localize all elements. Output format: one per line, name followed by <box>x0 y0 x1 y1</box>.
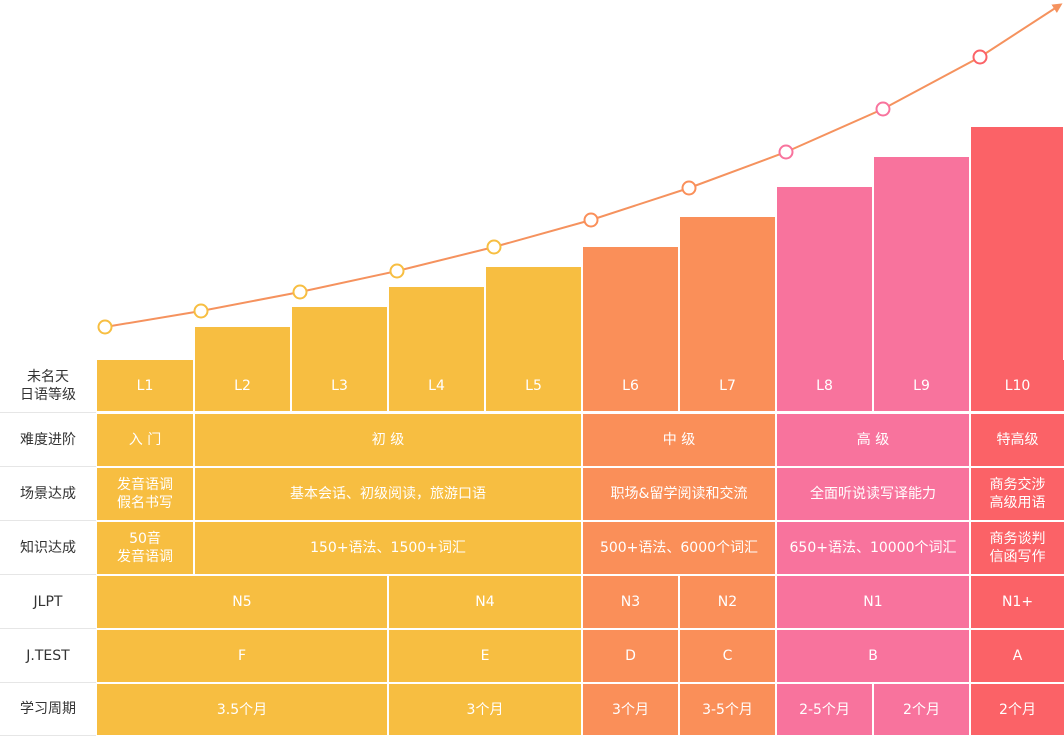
table-cell: B <box>777 630 969 682</box>
table-cell: C <box>680 630 775 682</box>
row-label: 学习周期 <box>0 683 96 736</box>
table-cell: 3个月 <box>389 684 581 735</box>
curve-point-l10 <box>972 49 988 65</box>
table-cell: 50音 发音语调 <box>97 522 193 574</box>
table-cell: 500+语法、6000个词汇 <box>583 522 775 574</box>
level-cell: L6 <box>583 360 678 411</box>
table-cell: 入 门 <box>97 414 193 466</box>
level-cell: L2 <box>195 360 290 411</box>
level-bar-l3 <box>292 307 387 360</box>
table-cell: E <box>389 630 581 682</box>
level-bar-l8 <box>777 187 872 360</box>
table-cell: 特高级 <box>971 414 1064 466</box>
table-cell: 3个月 <box>583 684 678 735</box>
table-cell: N3 <box>583 576 678 628</box>
table-cell: 150+语法、1500+词汇 <box>195 522 581 574</box>
row-label: 难度进阶 <box>0 413 96 467</box>
level-bar-l4 <box>389 287 484 360</box>
level-cell: L5 <box>486 360 581 411</box>
table-cell: 3-5个月 <box>680 684 775 735</box>
table-cell: N5 <box>97 576 387 628</box>
curve-point-l6 <box>583 212 599 228</box>
table-cell: F <box>97 630 387 682</box>
level-cell: L7 <box>680 360 775 411</box>
level-bar-l2 <box>195 327 290 360</box>
table-cell: 商务交涉 高级用语 <box>971 468 1064 520</box>
curve-point-l1 <box>97 319 113 335</box>
row-label: 场景达成 <box>0 467 96 521</box>
table-cell: 2-5个月 <box>777 684 872 735</box>
table-cell: N1 <box>777 576 969 628</box>
row-label: 未名天 日语等级 <box>0 360 96 413</box>
table-cell: 2个月 <box>874 684 969 735</box>
table-cell: 3.5个月 <box>97 684 387 735</box>
level-cell: L4 <box>389 360 484 411</box>
level-bar-l9 <box>874 157 969 360</box>
curve-point-l2 <box>193 303 209 319</box>
level-cell: L9 <box>874 360 969 411</box>
table-cell: 初 级 <box>195 414 581 466</box>
table-cell: 高 级 <box>777 414 969 466</box>
level-bar-l6 <box>583 247 678 360</box>
level-cell: L3 <box>292 360 387 411</box>
table-cell: N2 <box>680 576 775 628</box>
row-label: J.TEST <box>0 629 96 683</box>
table-cell: 职场&留学阅读和交流 <box>583 468 775 520</box>
curve-point-l8 <box>778 144 794 160</box>
curve-point-l9 <box>875 101 891 117</box>
level-bar-l10 <box>971 127 1063 360</box>
level-cell: L1 <box>97 360 193 411</box>
curve-point-l3 <box>292 284 308 300</box>
curve-point-l5 <box>486 239 502 255</box>
row-label: JLPT <box>0 575 96 629</box>
curve-point-l7 <box>681 180 697 196</box>
curve-point-l4 <box>389 263 405 279</box>
table-cell: 650+语法、10000个词汇 <box>777 522 969 574</box>
level-bar-l5 <box>486 267 581 360</box>
table-cell: 中 级 <box>583 414 775 466</box>
table-cell: 基本会话、初级阅读，旅游口语 <box>195 468 581 520</box>
table-cell: A <box>971 630 1064 682</box>
level-cell: L10 <box>971 360 1064 411</box>
table-cell: D <box>583 630 678 682</box>
level-cell: L8 <box>777 360 872 411</box>
level-bar-l7 <box>680 217 775 360</box>
table-cell: 发音语调 假名书写 <box>97 468 193 520</box>
table-cell: N4 <box>389 576 581 628</box>
table-cell: 商务谈判 信函写作 <box>971 522 1064 574</box>
row-label: 知识达成 <box>0 521 96 575</box>
table-cell: 2个月 <box>971 684 1064 735</box>
table-cell: 全面听说读写译能力 <box>777 468 969 520</box>
table-cell: N1+ <box>971 576 1064 628</box>
